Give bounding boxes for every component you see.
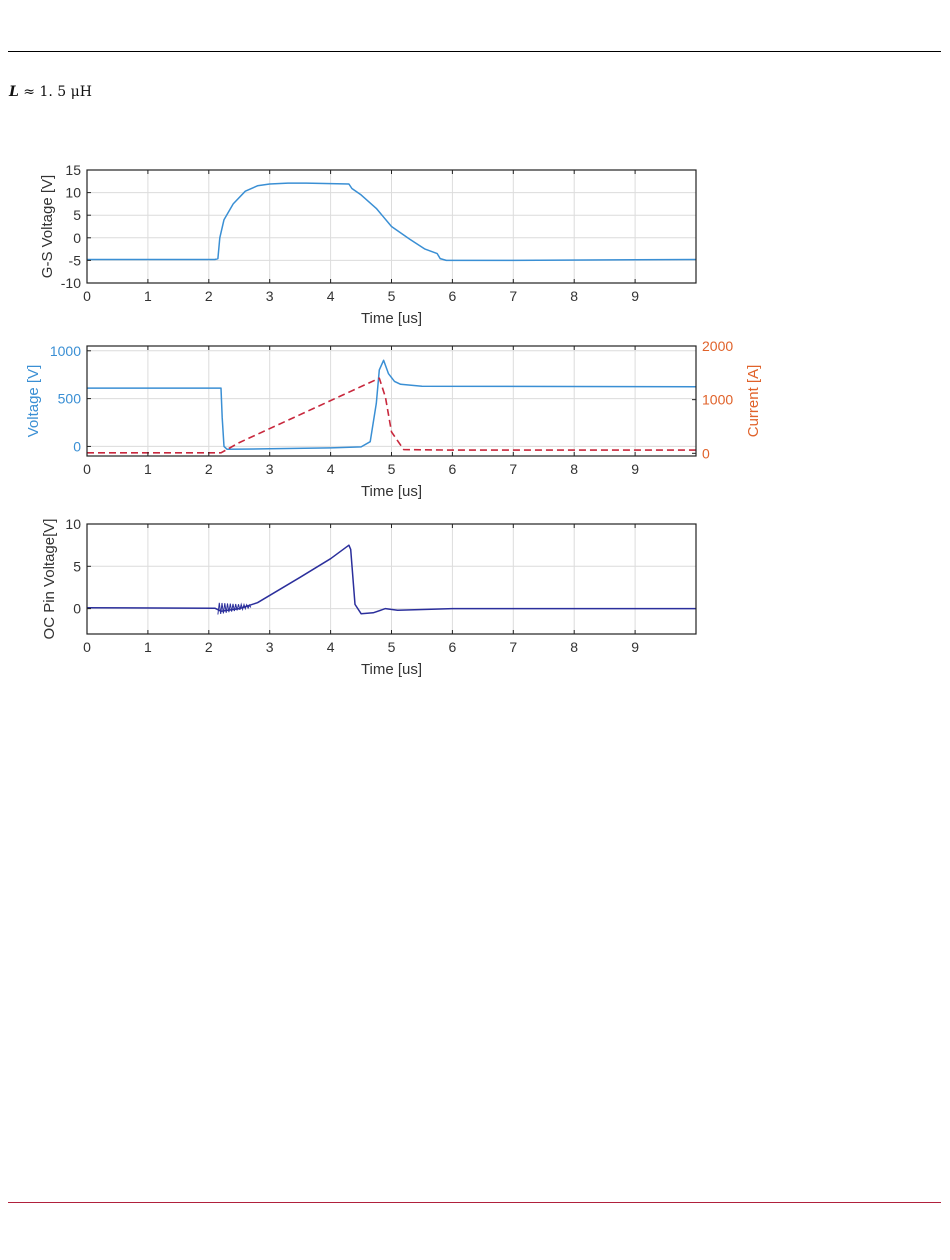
y-tick-label: -5: [69, 252, 82, 268]
x-tick-label: 8: [570, 461, 578, 477]
approx-symbol: ≈: [23, 84, 36, 100]
x-tick-label: 6: [449, 461, 457, 477]
x-tick-label: 4: [327, 461, 335, 477]
y-right-axis-label: Current [A]: [745, 365, 762, 438]
x-tick-label: 5: [388, 288, 396, 304]
x-tick-label: 1: [144, 288, 152, 304]
x-tick-label: 6: [449, 288, 457, 304]
x-tick-label: 8: [570, 639, 578, 655]
y-tick-label: 15: [65, 162, 81, 178]
x-tick-label: 5: [388, 461, 396, 477]
series-line-2-1: [87, 359, 697, 451]
y-tick-label: 1000: [50, 343, 81, 359]
bottom-rule: [8, 1202, 941, 1203]
x-tick-label: 9: [631, 461, 639, 477]
x-tick-label: 7: [509, 288, 517, 304]
top-rule: [8, 51, 941, 52]
inductance-caption: L ≈ 1. 5 μH: [9, 84, 92, 100]
y-tick-label: 0: [73, 438, 81, 454]
x-tick-label: 3: [266, 288, 274, 304]
x-tick-label: 1: [144, 639, 152, 655]
x-tick-label: 2: [205, 288, 213, 304]
x-tick-label: 4: [327, 639, 335, 655]
y-tick-label: -10: [61, 275, 81, 291]
x-tick-label: 3: [266, 461, 274, 477]
y-tick-label: 500: [58, 391, 82, 407]
y-right-tick-label: 0: [702, 445, 710, 461]
x-tick-label: 0: [83, 288, 91, 304]
x-tick-label: 8: [570, 288, 578, 304]
x-tick-label: 2: [205, 639, 213, 655]
x-tick-label: 6: [449, 639, 457, 655]
x-axis-label: Time [us]: [361, 661, 422, 678]
inductance-symbol: L: [9, 84, 19, 100]
x-tick-label: 3: [266, 639, 274, 655]
x-tick-label: 0: [83, 639, 91, 655]
y-tick-label: 0: [73, 601, 81, 617]
x-tick-label: 7: [509, 461, 517, 477]
y-tick-label: 10: [65, 516, 81, 532]
y-right-tick-label: 1000: [702, 392, 733, 408]
inductance-value: 1. 5: [39, 84, 67, 100]
x-axis-label: Time [us]: [361, 483, 422, 500]
y-axis-label: Voltage [V]: [25, 365, 42, 438]
series-line-1-1: [87, 182, 697, 262]
inductance-unit: μH: [70, 84, 92, 100]
y-tick-label: 10: [65, 185, 81, 201]
x-axis-label: Time [us]: [361, 310, 422, 327]
x-tick-label: 1: [144, 461, 152, 477]
x-tick-label: 2: [205, 461, 213, 477]
oc-ringing-mark: [217, 602, 252, 615]
y-tick-label: 5: [73, 207, 81, 223]
x-tick-label: 4: [327, 288, 335, 304]
x-tick-label: 5: [388, 639, 396, 655]
y-axis-label: G-S Voltage [V]: [39, 175, 56, 278]
series-line-2-2: [87, 377, 696, 454]
x-tick-label: 0: [83, 461, 91, 477]
series-line-3-1: [86, 544, 696, 615]
x-tick-label: 9: [631, 639, 639, 655]
y-tick-label: 0: [73, 230, 81, 246]
x-tick-label: 9: [631, 288, 639, 304]
x-tick-label: 7: [509, 639, 517, 655]
y-right-tick-label: 2000: [702, 338, 733, 354]
y-tick-label: 5: [73, 558, 81, 574]
y-axis-label: OC Pin Voltage[V]: [41, 519, 58, 640]
